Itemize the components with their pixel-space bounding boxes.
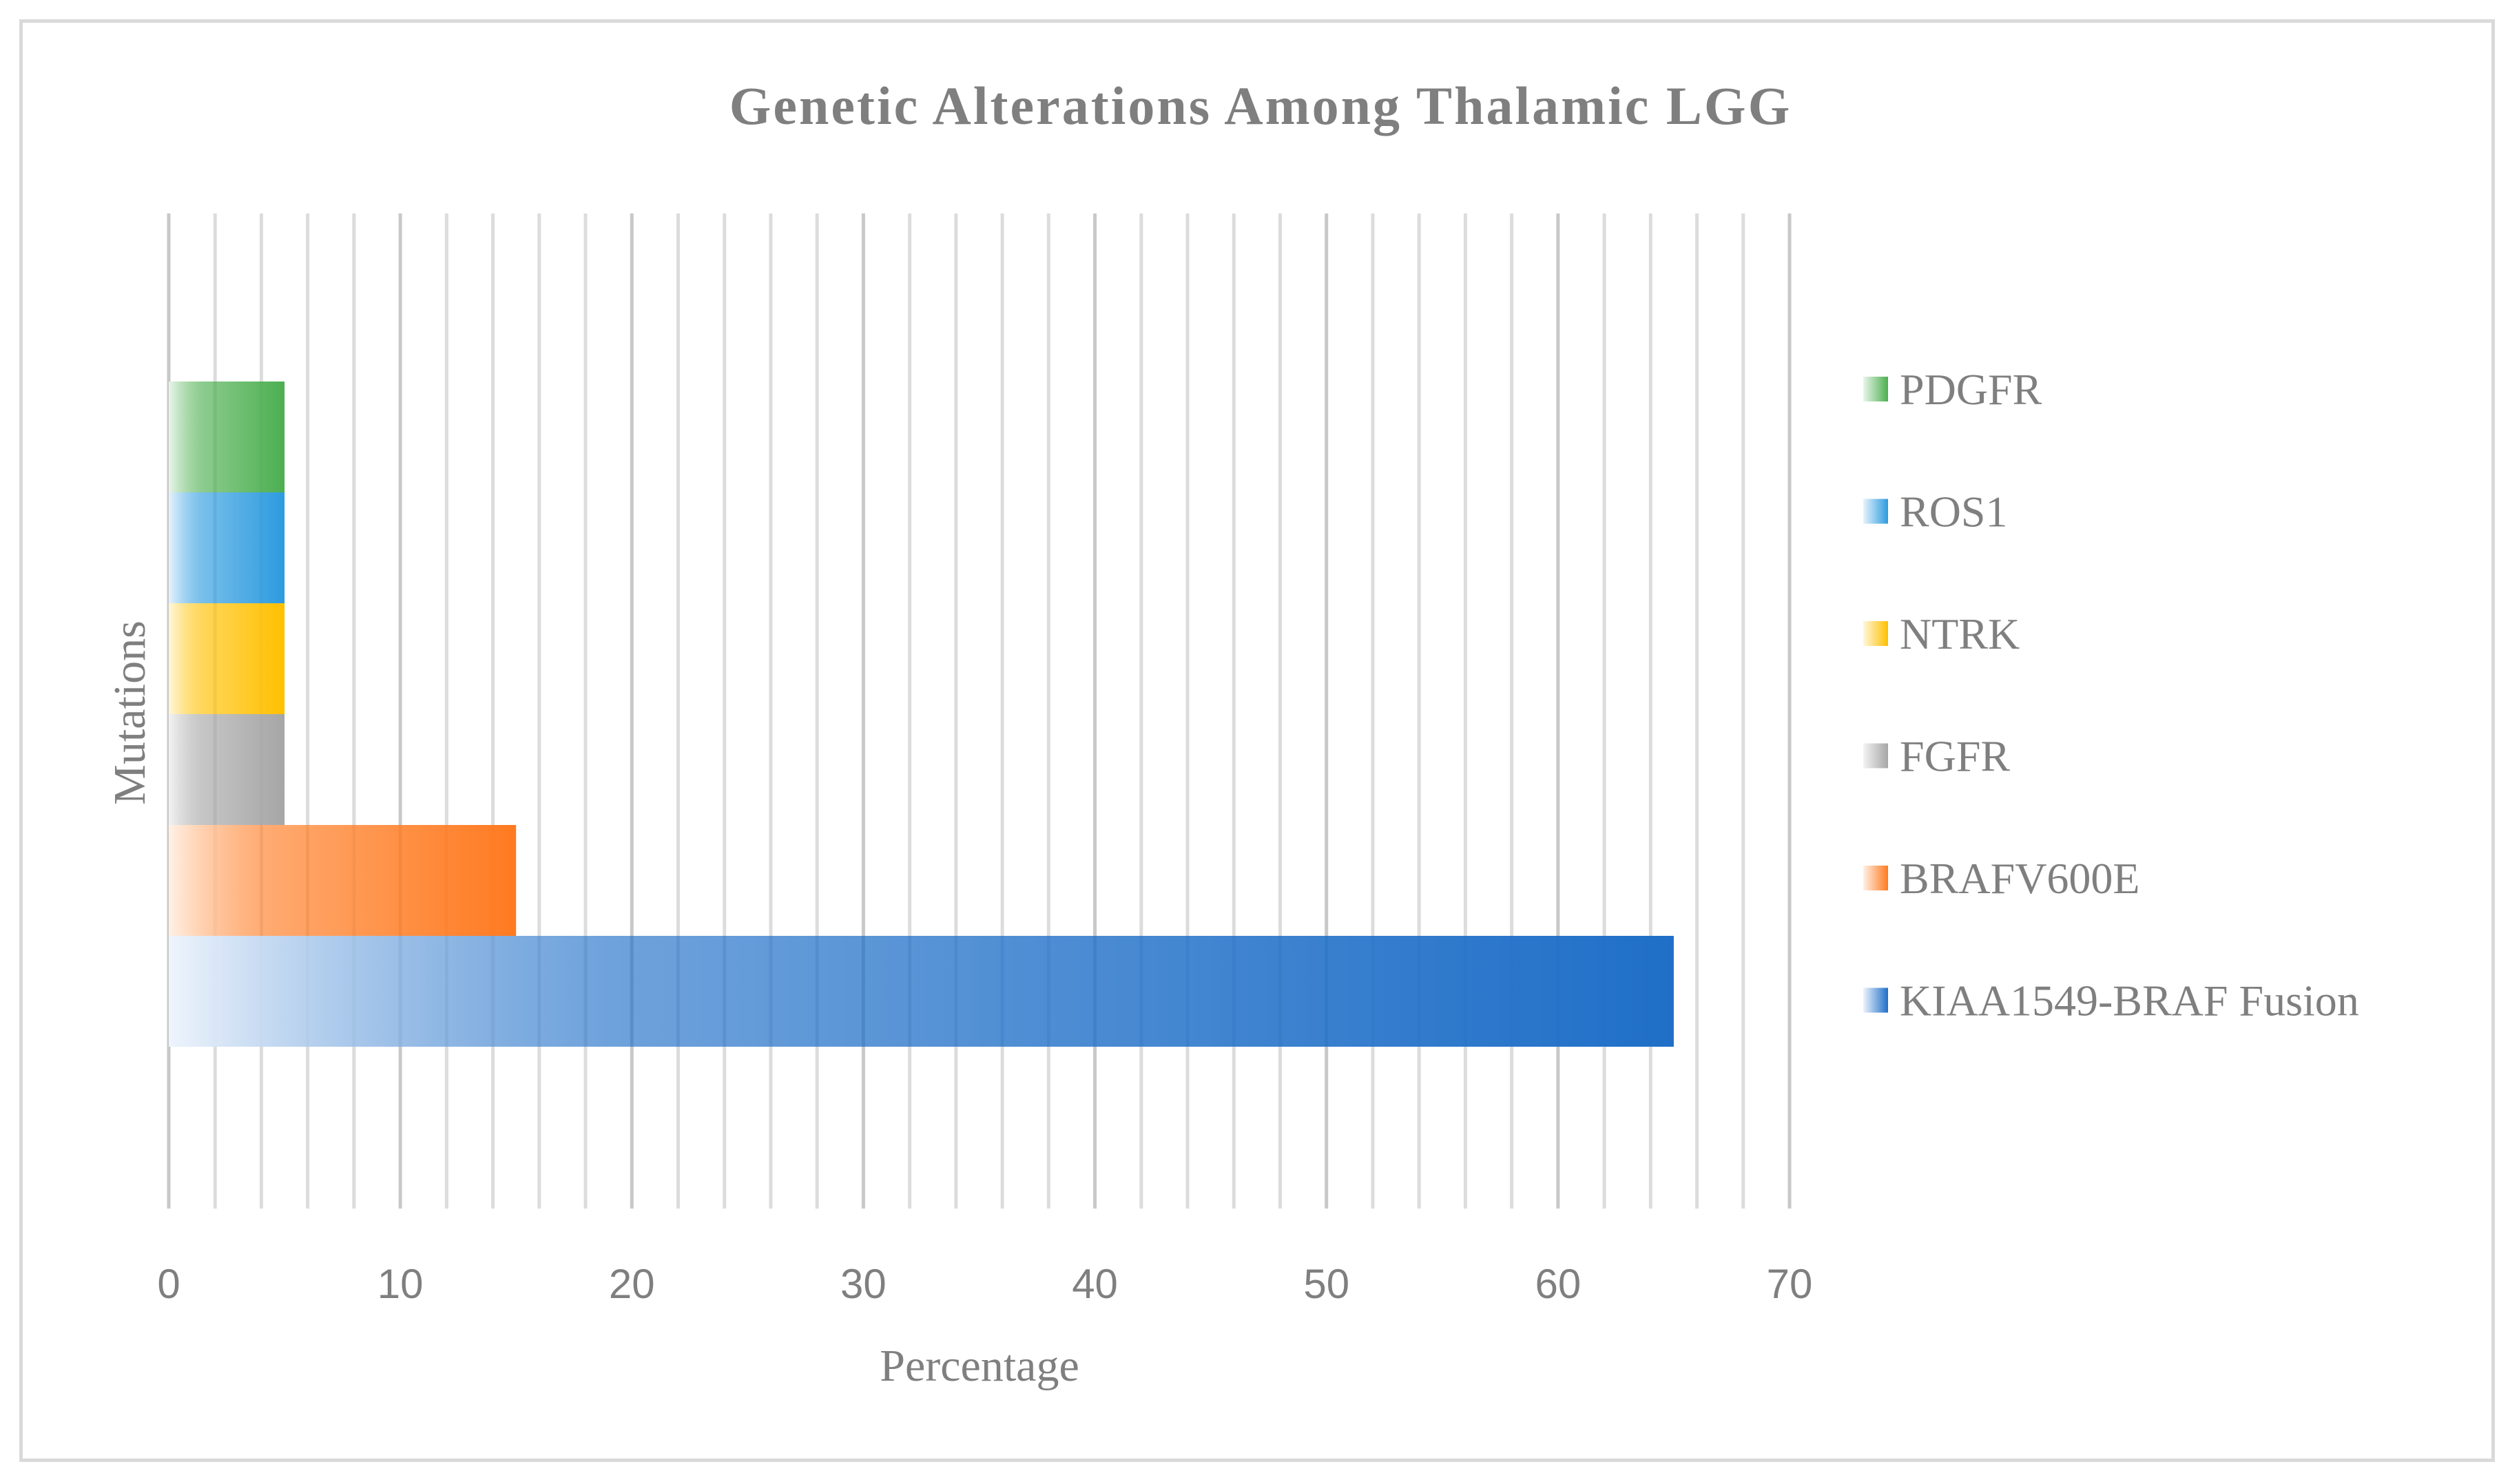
x-tick-labels: 0 10 20 30 40 50 60 70 xyxy=(157,1261,1812,1307)
x-tick-label: 60 xyxy=(1535,1261,1581,1307)
bar-brafv600e xyxy=(169,825,517,936)
legend-label: ROS1 xyxy=(1900,488,2008,536)
y-axis-label: Mutations xyxy=(105,620,155,805)
legend-swatch xyxy=(1863,621,1888,646)
bar-ntrk xyxy=(169,603,285,714)
x-tick-label: 40 xyxy=(1072,1261,1118,1307)
bar-fgfr xyxy=(169,714,285,825)
legend: PDGFR ROS1 NTRK FGFR BRAFV600E KIAA1549-BRAF … xyxy=(1863,365,2359,1025)
legend-swatch xyxy=(1863,743,1888,769)
bar-pdgfr xyxy=(169,382,285,492)
legend-label: FGFR xyxy=(1900,732,2010,781)
x-tick-label: 50 xyxy=(1303,1261,1349,1307)
x-axis-label: Percentage xyxy=(880,1341,1079,1391)
chart-title: Genetic Alterations Among Thalamic LGG xyxy=(729,76,1792,136)
bar-kiaa1549-braf-fusion xyxy=(169,936,1674,1047)
legend-label: PDGFR xyxy=(1900,365,2042,414)
legend-label: BRAFV600E xyxy=(1900,854,2140,903)
chart-frame xyxy=(19,19,2495,1462)
legend-label: NTRK xyxy=(1900,609,2020,658)
legend-label: KIAA1549-BRAF Fusion xyxy=(1900,976,2359,1025)
bar-ros1 xyxy=(169,492,285,603)
x-tick-label: 10 xyxy=(377,1261,424,1307)
x-tick-label: 0 xyxy=(157,1261,180,1307)
x-tick-label: 20 xyxy=(609,1261,655,1307)
gridlines xyxy=(167,213,1792,1209)
legend-swatch xyxy=(1863,866,1888,890)
legend-swatch xyxy=(1863,499,1888,524)
legend-swatch xyxy=(1863,377,1888,401)
x-tick-label: 70 xyxy=(1767,1261,1813,1307)
x-tick-label: 30 xyxy=(840,1261,887,1307)
bars xyxy=(169,382,1674,1047)
legend-swatch xyxy=(1863,987,1888,1013)
